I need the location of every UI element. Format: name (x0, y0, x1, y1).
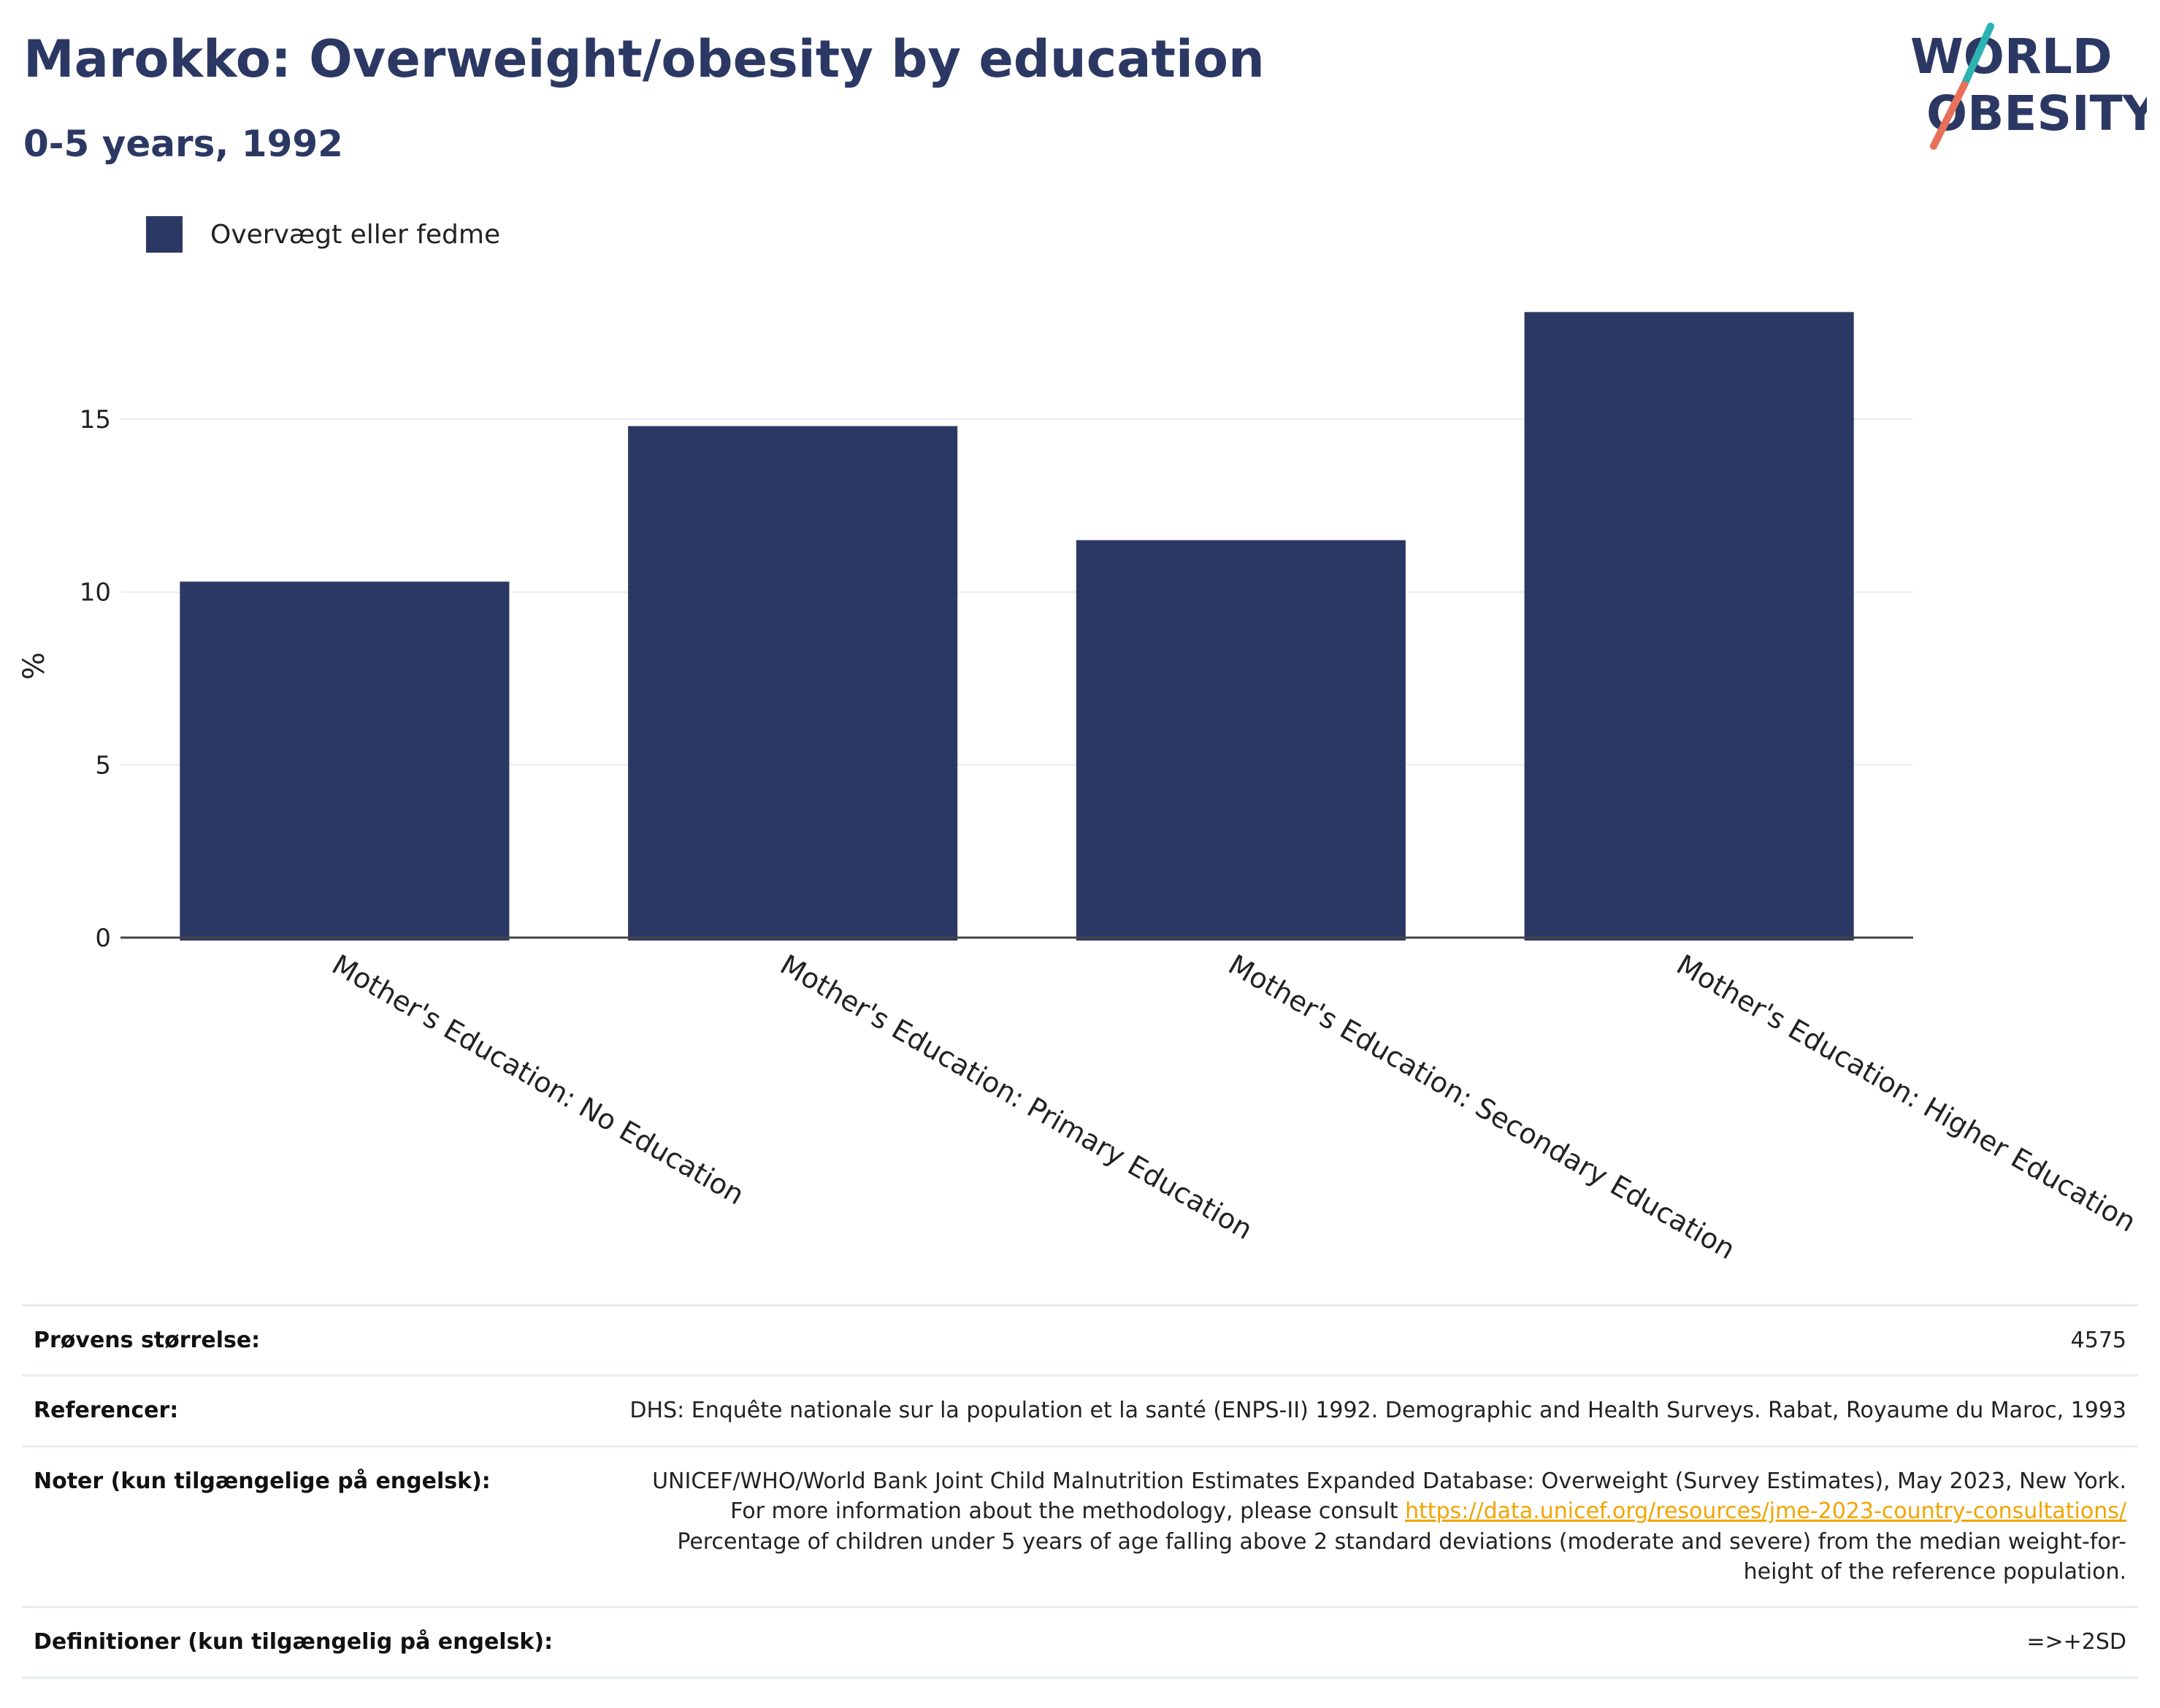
x-category-label: Mother's Education: Higher Education (1671, 949, 2142, 1238)
chart-legend[interactable]: Overvægt eller fedme (146, 216, 500, 253)
notes-label: Noter (kun tilgængelige på engelsk): (22, 1444, 615, 1607)
legend-label: Overvægt eller fedme (210, 219, 501, 250)
definitions-row: Definitioner (kun tilgængelig på engelsk… (22, 1606, 2138, 1679)
y-axis-ticks: 0 5 10 15 (80, 405, 111, 953)
references-value: DHS: Enquête nationale sur la population… (615, 1374, 2138, 1447)
notes-text-1: UNICEF/WHO/World Bank Joint Child Malnut… (652, 1468, 2126, 1525)
bar[interactable] (1524, 312, 1854, 941)
chart-title: Marokko: Overweight/obesity by education (23, 29, 1265, 89)
svg-text:WORLD: WORLD (1910, 28, 2113, 85)
sample-size-label: Prøvens størrelse: (22, 1303, 615, 1376)
legend-swatch (146, 216, 183, 253)
x-category-label: Mother's Education: Secondary Education (1223, 949, 1741, 1266)
y-tick-label: 15 (80, 405, 111, 434)
references-label: Referencer: (22, 1374, 615, 1447)
notes-value: UNICEF/WHO/World Bank Joint Child Malnut… (615, 1444, 2138, 1607)
bar[interactable] (180, 581, 510, 941)
x-axis-category-labels: Mother's Education: No Education Mother's… (326, 949, 2141, 1266)
x-category-label: Mother's Education: Primary Education (775, 949, 1258, 1246)
bar[interactable] (1076, 540, 1406, 941)
definitions-label: Definitioner (kun tilgængelig på engelsk… (22, 1606, 615, 1679)
x-category-label: Mother's Education: No Education (326, 949, 749, 1211)
y-tick-label: 10 (80, 578, 111, 608)
y-axis-title: % (18, 652, 51, 680)
notes-text-2: Percentage of children under 5 years of … (677, 1528, 2126, 1585)
bar[interactable] (628, 426, 958, 941)
y-tick-label: 5 (95, 751, 111, 780)
references-row: Referencer: DHS: Enquête nationale sur l… (22, 1374, 2138, 1447)
sample-size-row: Prøvens størrelse: 4575 (22, 1303, 2138, 1376)
bars (180, 312, 1854, 941)
sample-size-value: 4575 (615, 1303, 2138, 1376)
notes-link[interactable]: https://data.unicef.org/resources/jme-20… (1405, 1498, 2126, 1525)
definitions-value: =>+2SD (615, 1606, 2138, 1679)
world-obesity-logo: WORLD OBESITY (1910, 23, 2147, 150)
notes-row: Noter (kun tilgængelige på engelsk): UNI… (22, 1444, 2138, 1607)
chart-subtitle: 0-5 years, 1992 (23, 123, 343, 165)
y-tick-label: 0 (95, 924, 111, 953)
info-table: Prøvens størrelse: 4575 Referencer: DHS:… (22, 1303, 2138, 1679)
